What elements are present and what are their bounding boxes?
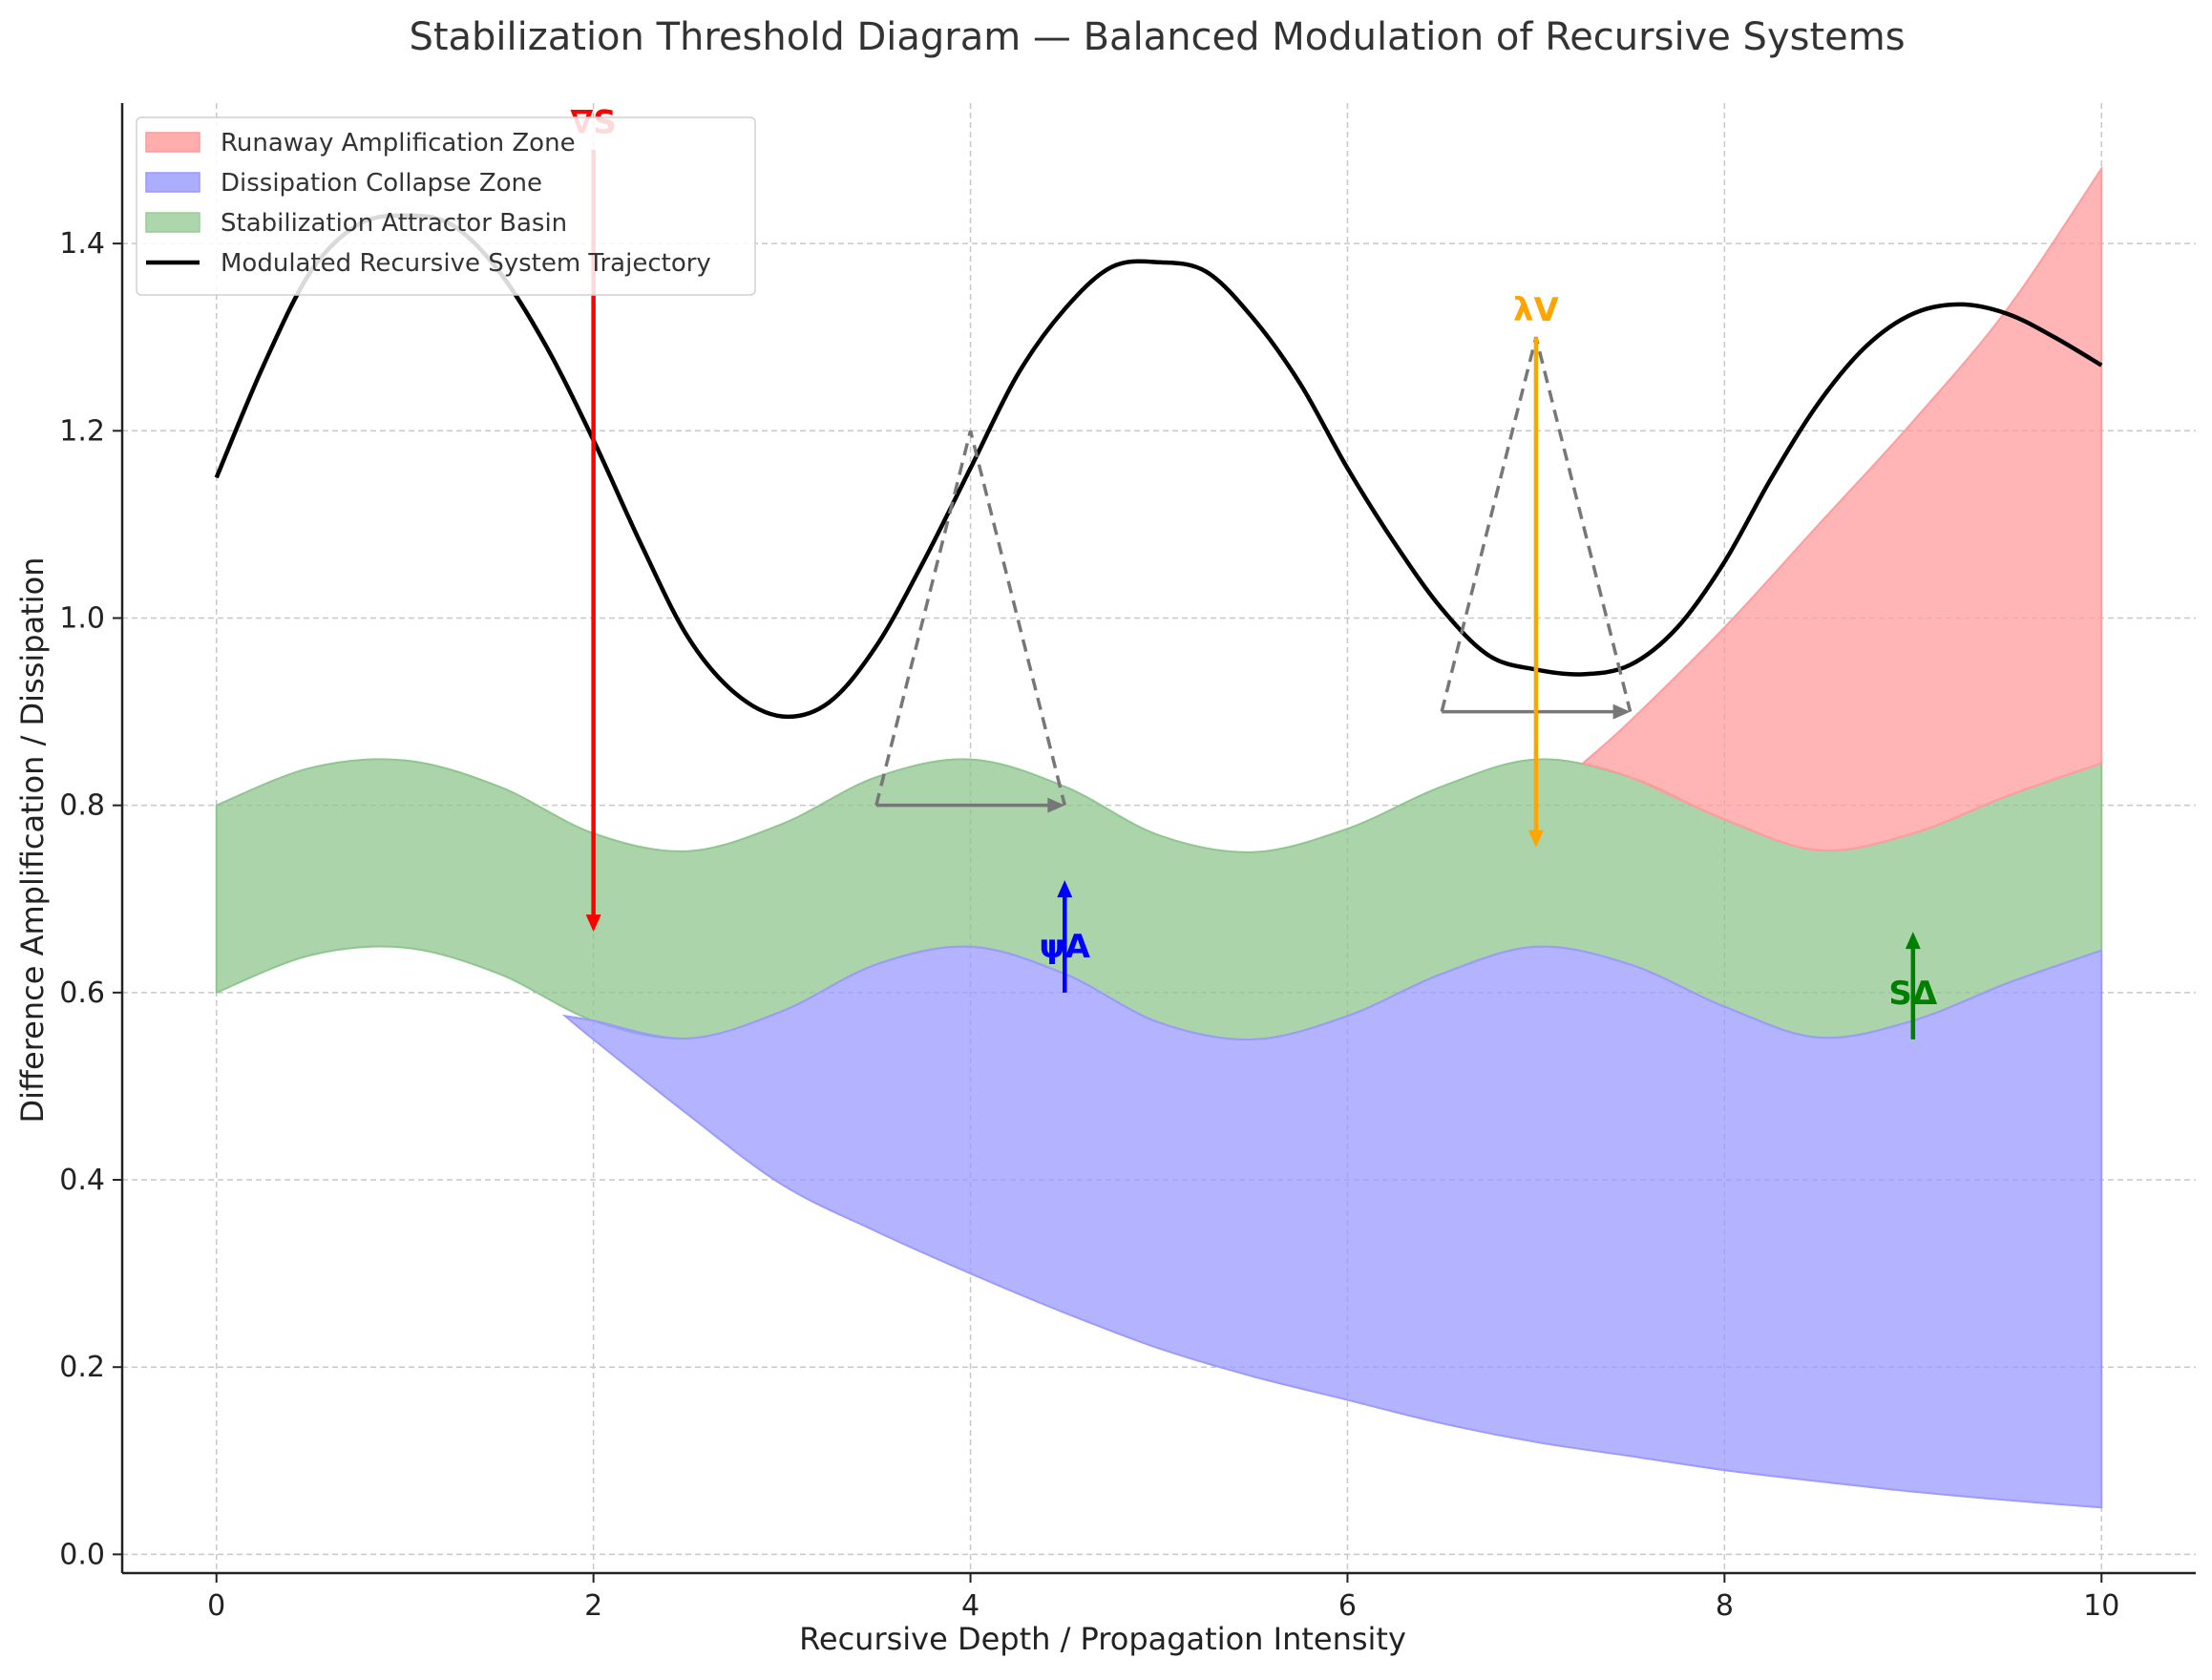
legend-swatch — [145, 212, 200, 233]
runaway-amplification-zone-area — [1581, 165, 2103, 852]
y-tick-label: 1.2 — [59, 414, 105, 448]
y-tick-label: 0.4 — [59, 1164, 105, 1197]
x-tick-label: 10 — [2083, 1589, 2119, 1623]
legend-swatch — [145, 132, 200, 153]
legend-swatch — [145, 172, 200, 193]
x-tick-label: 8 — [1716, 1589, 1734, 1623]
legend-label: Stabilization Attractor Basin — [221, 209, 567, 238]
triangle-1-base-arrowhead — [1047, 797, 1065, 813]
chart-title: Stabilization Threshold Diagram — Balanc… — [409, 15, 1905, 59]
legend-box — [136, 116, 756, 296]
legend-label: Runaway Amplification Zone — [221, 129, 576, 158]
y-axis-label: Difference Amplification / Dissipation — [14, 556, 51, 1123]
x-tick-label: 2 — [584, 1589, 602, 1623]
y-tick-label: 1.4 — [59, 227, 105, 261]
y-tick-label: 0.2 — [59, 1351, 105, 1384]
annotation-arrowhead-1 — [585, 914, 601, 933]
annotation-label-4: SΔ — [1888, 975, 1937, 1013]
plot-areas — [215, 165, 2103, 1509]
legend-label: Modulated Recursive System Trajectory — [221, 249, 711, 278]
x-tick-label: 4 — [961, 1589, 980, 1623]
x-tick-label: 6 — [1338, 1589, 1357, 1623]
legend: Runaway Amplification Zone Dissipation Co… — [136, 116, 756, 296]
annotation-arrowhead-4 — [1905, 932, 1921, 950]
triangle-2-base-arrowhead — [1612, 704, 1631, 720]
annotation-label-2: λV — [1513, 291, 1560, 329]
x-axis-label: Recursive Depth / Propagation Intensity — [799, 1621, 1406, 1657]
annotation-arrowhead-2 — [1527, 830, 1544, 848]
y-tick-label: 0.6 — [59, 976, 105, 1010]
legend-label: Dissipation Collapse Zone — [221, 169, 542, 198]
annotation-label-3: ψA — [1040, 928, 1091, 966]
triangle-1-outline — [874, 430, 1066, 807]
plot-lines — [214, 213, 2103, 813]
dissipation-collapse-zone-area — [561, 945, 2103, 1509]
x-tick-label: 0 — [207, 1589, 225, 1623]
annotation-arrowhead-3 — [1057, 880, 1073, 898]
axes: 0 2 4 6 8 10 0.0 0.2 0.4 0.6 0.8 1.0 1.2 1.4 — [59, 103, 2196, 1623]
y-tick-label: 0.0 — [59, 1538, 105, 1571]
modulated-recursive-system-trajectory-line — [214, 213, 2103, 720]
y-tick-label: 0.8 — [59, 789, 105, 823]
y-tick-label: 1.0 — [59, 601, 105, 635]
